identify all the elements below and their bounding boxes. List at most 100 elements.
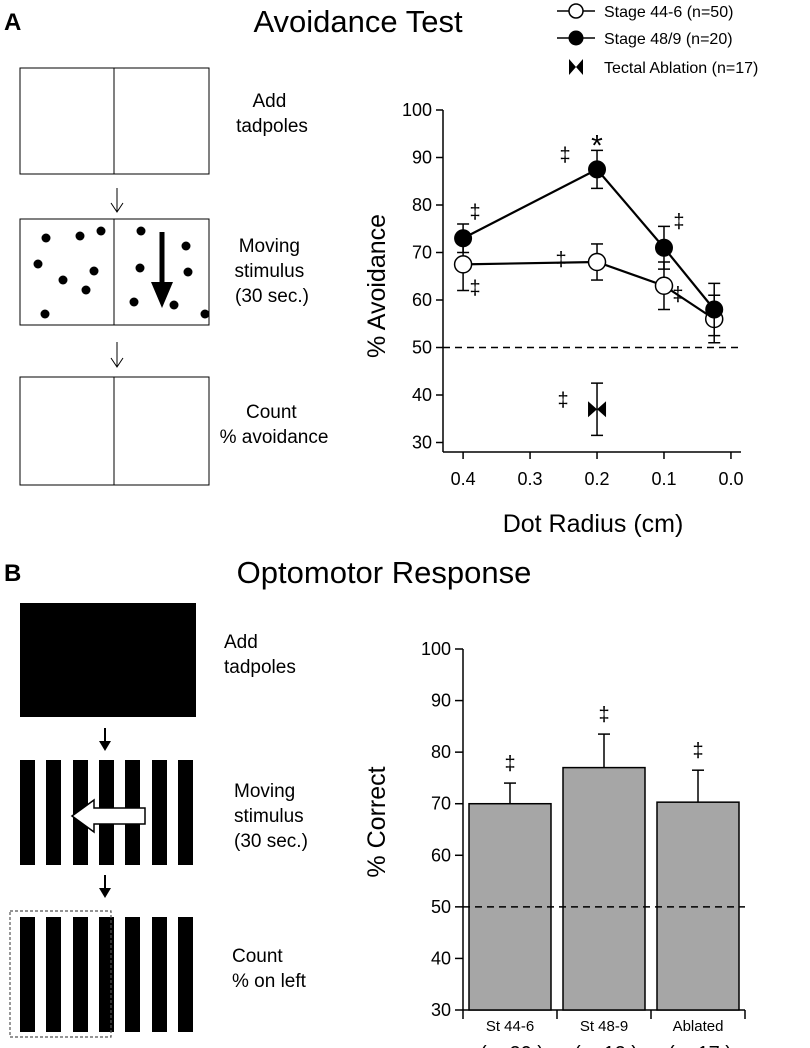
- y-tick-label: 100: [402, 100, 432, 120]
- significance-star: *: [591, 129, 603, 162]
- dot: [129, 297, 139, 307]
- significance-mark: ‡: [692, 740, 703, 762]
- open-circle-icon: [568, 3, 584, 19]
- significance-mark: ‡: [504, 753, 515, 775]
- arrow-down-icon: [110, 188, 124, 213]
- step-line: Moving: [239, 236, 300, 257]
- legend: Stage 44-6 (n=50) Stage 48/9 (n=20) Tect…: [557, 3, 758, 77]
- dot: [40, 309, 50, 319]
- left-arrow-icon: [70, 798, 146, 834]
- left-half-outline: [9, 910, 112, 1038]
- stripe-stimulus: [20, 760, 193, 865]
- step-line: tadpoles: [224, 657, 296, 678]
- significance-mark: ‡: [557, 389, 568, 411]
- panel-b-schematic: [9, 603, 196, 1038]
- step-line: stimulus: [234, 806, 304, 827]
- step-line: (30 sec.): [234, 831, 308, 852]
- panel-b-step-1: Add tadpoles: [224, 632, 296, 678]
- dot: [169, 300, 179, 310]
- significance-mark: ‡: [555, 249, 566, 271]
- y-tick-label: 60: [412, 290, 432, 310]
- step-line: stimulus: [235, 261, 305, 282]
- dot: [136, 226, 146, 236]
- data-point: [597, 401, 607, 418]
- stripe: [46, 917, 61, 1032]
- y-tick-label: 40: [431, 948, 451, 968]
- dot: [181, 241, 191, 251]
- data-point: [588, 160, 607, 179]
- bar: [562, 766, 646, 1011]
- y-tick-label: 30: [431, 1000, 451, 1020]
- avoidance-axes: 30 40 50 60 70 80 90 100 0.4 0.3 0.2 0.1 0.0: [402, 100, 744, 489]
- stripe: [20, 760, 35, 865]
- optomotor-marks: ‡ ‡ ‡: [463, 704, 745, 1011]
- y-tick-label: 80: [412, 195, 432, 215]
- stimulus-dots: [33, 226, 210, 319]
- n-label: (n=17 ): [668, 1043, 732, 1048]
- optomotor-axes: 30 40 50 60 70 80 90 100 St 44-6 (n=20 ) St 48-9 (n…: [421, 639, 746, 1048]
- significance-mark: ‡: [470, 201, 481, 223]
- step-line: (30 sec.): [235, 286, 309, 307]
- motion-arrow-icon: [151, 232, 173, 308]
- data-point: [453, 255, 473, 274]
- stripe: [178, 917, 193, 1032]
- significance-mark: ‡: [559, 144, 570, 166]
- x-tick-label: St 44-6: [486, 1018, 534, 1035]
- data-point: [654, 238, 673, 257]
- dark-arena: [20, 603, 196, 717]
- panel-b-title: Optomotor Response: [237, 555, 532, 590]
- series-line: [462, 167, 716, 311]
- panel-a-schematic: [19, 67, 210, 486]
- data-point: [654, 276, 674, 295]
- n-label: (n=12 ): [574, 1043, 638, 1048]
- step-line: % avoidance: [220, 427, 329, 448]
- optomotor-chart: 30 40 50 60 70 80 90 100 St 44-6 (n=20 ) St 48-9 (n…: [363, 639, 746, 1048]
- step-line: Count: [246, 402, 297, 423]
- y-tick-label: 70: [412, 243, 432, 263]
- panel-a-letter: A: [4, 9, 21, 36]
- dot: [89, 266, 99, 276]
- step-line: Add: [224, 632, 258, 653]
- panel-b-step-3: Count % on left: [232, 946, 307, 992]
- x-tick-label: Ablated: [673, 1018, 724, 1035]
- panel-a-title: Avoidance Test: [253, 4, 463, 39]
- panel-a-step-1: Add tadpoles: [236, 91, 308, 137]
- significance-mark: ‡: [672, 284, 683, 306]
- filled-circle-icon: [568, 30, 584, 46]
- series-line: [463, 260, 715, 320]
- legend-label: Stage 48/9 (n=20): [604, 31, 733, 48]
- arrow-down-icon: [99, 875, 111, 898]
- dot: [75, 231, 85, 241]
- stripe: [46, 760, 61, 865]
- x-tick-label: 0.3: [518, 469, 543, 489]
- stripe: [99, 917, 114, 1032]
- dot: [41, 233, 51, 243]
- x-tick-label: 0.1: [651, 469, 676, 489]
- stripe-count: [20, 917, 193, 1032]
- legend-label: Stage 44-6 (n=50): [604, 4, 733, 21]
- y-tick-label: 70: [431, 794, 451, 814]
- data-point: [587, 252, 607, 272]
- dot: [200, 309, 210, 319]
- x-tick-label: St 48-9: [580, 1018, 628, 1035]
- panel-a-step-2: Moving stimulus (30 sec.): [235, 236, 310, 307]
- arrow-down-icon: [99, 728, 111, 751]
- data-point: [454, 229, 473, 248]
- stripe: [178, 760, 193, 865]
- y-axis-label: % Correct: [363, 766, 391, 877]
- legend-label: Tectal Ablation (n=17): [604, 60, 758, 77]
- y-tick-label: 90: [431, 691, 451, 711]
- legend-item-stage-48-9: Stage 48/9 (n=20): [557, 30, 733, 48]
- panel-a-step-3: Count % avoidance: [220, 402, 329, 448]
- bowtie-icon: [569, 59, 576, 75]
- y-tick-label: 30: [412, 433, 432, 453]
- significance-mark: ‡: [673, 211, 684, 233]
- x-axis-label: Dot Radius (cm): [503, 510, 684, 538]
- dot: [183, 267, 193, 277]
- y-tick-label: 60: [431, 845, 451, 865]
- legend-item-stage-44-6: Stage 44-6 (n=50): [557, 3, 733, 21]
- significance-mark: ‡: [470, 277, 481, 299]
- step-line: Add: [252, 91, 286, 112]
